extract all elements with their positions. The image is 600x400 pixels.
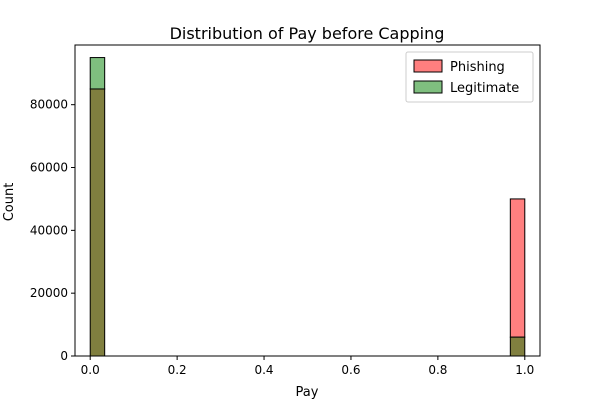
- y-axis-label: Count: [2, 183, 17, 222]
- y-tick-label: 40000: [30, 223, 68, 237]
- y-tick-label: 0: [60, 349, 68, 363]
- bar-overlap-1: [509, 336, 526, 357]
- axes-frame: [74, 44, 541, 357]
- legend: Phishing Legitimate: [405, 51, 534, 103]
- x-tick-label: 0.8: [428, 363, 447, 377]
- y-tick-label: 80000: [30, 98, 68, 112]
- legend-swatch-phishing: [413, 59, 443, 73]
- x-axis-label: Pay: [296, 385, 319, 400]
- bar-legitimate-0: [89, 57, 106, 90]
- legend-label-phishing: Phishing: [450, 60, 505, 75]
- x-tick-label: 0.4: [254, 363, 273, 377]
- plot-area: 0.0 0.2 0.4 0.6 0.8 1.0 0 20000 40000 60000 80000 P…: [30, 44, 541, 377]
- x-tick-label: 0.6: [341, 363, 360, 377]
- legend-label-legitimate: Legitimate: [450, 81, 519, 96]
- chart-title: Distribution of Pay before Capping: [170, 24, 445, 43]
- y-tick-label: 20000: [30, 286, 68, 300]
- x-tick-label: 0.2: [168, 363, 187, 377]
- bar-phishing-1: [509, 198, 526, 338]
- x-tick-label: 0.0: [81, 363, 100, 377]
- x-tick-label: 1.0: [515, 363, 534, 377]
- legend-swatch-legitimate: [413, 80, 443, 94]
- y-tick-label: 60000: [30, 161, 68, 175]
- bar-overlap-0: [89, 88, 106, 357]
